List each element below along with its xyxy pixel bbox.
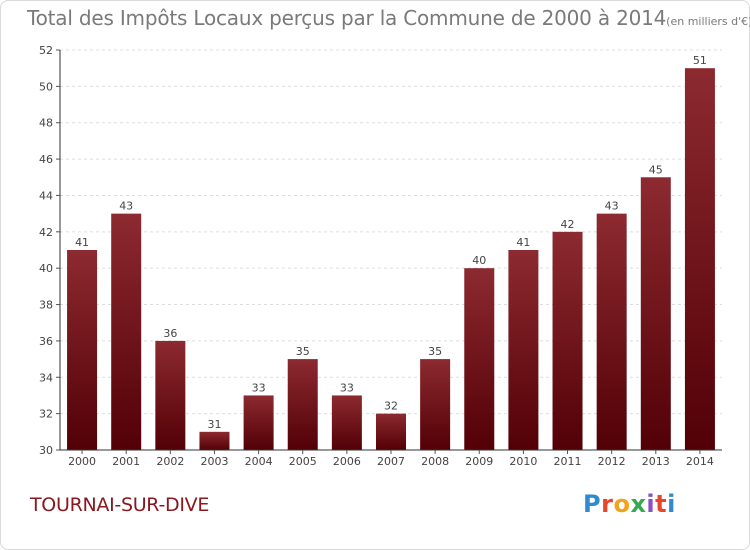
- y-tick-label: 46: [39, 153, 53, 166]
- proxiti-logo[interactable]: Proxiti: [583, 490, 676, 518]
- x-tick-label-2007: 2007: [377, 455, 405, 468]
- bar-2008[interactable]: [420, 359, 451, 450]
- x-tick-label-2006: 2006: [333, 455, 361, 468]
- value-label-2014: 51: [693, 54, 707, 67]
- value-label-2010: 41: [516, 236, 530, 249]
- logo-letter-i2: i: [667, 490, 676, 518]
- value-label-2011: 42: [561, 218, 575, 231]
- y-tick-label: 42: [39, 226, 53, 239]
- logo-letter-r: r: [601, 490, 614, 518]
- value-label-2006: 33: [340, 381, 354, 394]
- x-tick-label-2010: 2010: [509, 455, 537, 468]
- bar-2009[interactable]: [464, 268, 495, 450]
- bar-2005[interactable]: [287, 359, 318, 450]
- value-label-2007: 32: [384, 400, 398, 413]
- x-tick-label-2014: 2014: [686, 455, 714, 468]
- value-label-2005: 35: [296, 345, 310, 358]
- bar-2000[interactable]: [67, 250, 98, 450]
- commune-name: TOURNAI-SUR-DIVE: [30, 494, 210, 516]
- bar-2002[interactable]: [155, 340, 186, 450]
- logo-letter-p: P: [583, 490, 602, 518]
- y-tick-label: 36: [39, 335, 53, 348]
- bar-2013[interactable]: [640, 177, 671, 451]
- bar-2004[interactable]: [243, 395, 274, 450]
- x-tick-label-2012: 2012: [598, 455, 626, 468]
- y-tick-label: 30: [39, 444, 53, 457]
- y-tick-label: 52: [39, 44, 53, 57]
- x-tick-label-2005: 2005: [289, 455, 317, 468]
- logo-letter-x: x: [630, 490, 647, 518]
- x-tick-label-2011: 2011: [554, 455, 582, 468]
- x-tick-label-2001: 2001: [112, 455, 140, 468]
- value-label-2008: 35: [428, 345, 442, 358]
- x-tick-label-2004: 2004: [245, 455, 273, 468]
- title-main: Total des Impôts Locaux perçus par la Co…: [27, 6, 667, 30]
- value-label-2012: 43: [605, 200, 619, 213]
- x-tick-label-2009: 2009: [465, 455, 493, 468]
- y-tick-label: 44: [39, 189, 53, 202]
- bar-2010[interactable]: [508, 250, 539, 450]
- value-label-2013: 45: [649, 163, 663, 176]
- value-label-2001: 43: [119, 200, 133, 213]
- value-label-2009: 40: [472, 254, 486, 267]
- bar-2011[interactable]: [552, 231, 583, 450]
- y-tick-label: 48: [39, 117, 53, 130]
- value-label-2002: 36: [163, 327, 177, 340]
- value-label-2004: 33: [252, 381, 266, 394]
- logo-letter-o: o: [613, 490, 631, 518]
- value-label-2000: 41: [75, 236, 89, 249]
- y-tick-label: 50: [39, 80, 53, 93]
- x-tick-label-2002: 2002: [156, 455, 184, 468]
- bar-2006[interactable]: [331, 395, 362, 450]
- logo-letter-i: i: [646, 490, 656, 518]
- x-tick-label-2008: 2008: [421, 455, 449, 468]
- y-tick-label: 34: [39, 371, 53, 384]
- bar-2014[interactable]: [684, 68, 715, 450]
- x-tick-label-2000: 2000: [68, 455, 96, 468]
- x-tick-label-2003: 2003: [200, 455, 228, 468]
- bar-2001[interactable]: [111, 213, 142, 450]
- value-label-2003: 31: [207, 418, 221, 431]
- y-tick-label: 32: [39, 408, 53, 421]
- x-tick-label-2013: 2013: [642, 455, 670, 468]
- bar-2007[interactable]: [376, 413, 406, 450]
- bar-2012[interactable]: [596, 213, 627, 450]
- logo-letter-t: t: [655, 490, 668, 518]
- bar-2003[interactable]: [199, 431, 230, 450]
- title-unit: (en milliers d'€): [666, 15, 750, 28]
- chart-title: Total des Impôts Locaux perçus par la Co…: [27, 6, 750, 30]
- y-tick-label: 38: [39, 299, 53, 312]
- y-tick-label: 40: [39, 262, 53, 275]
